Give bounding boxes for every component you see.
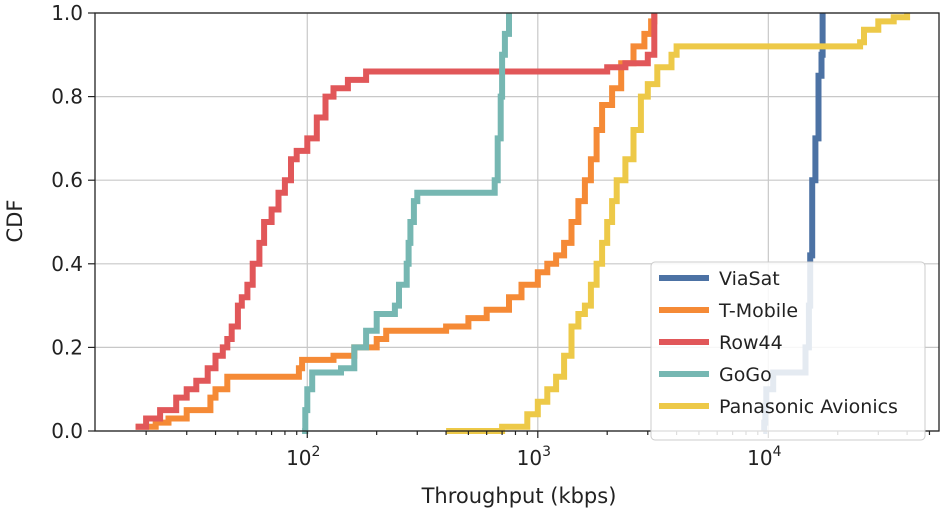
series-line-gogo — [302, 13, 512, 434]
y-tick-label: 1.0 — [51, 1, 83, 25]
legend-label: T-Mobile — [718, 300, 798, 322]
legend-label: GoGo — [719, 364, 772, 386]
x-axis-label: Throughput (kbps) — [421, 484, 617, 508]
y-tick-label: 0.6 — [51, 168, 83, 192]
tick-labels: 0.0 0.2 0.4 0.6 0.8 1.0 102 103 104 — [51, 1, 931, 470]
legend-box — [650, 261, 926, 441]
x-tick-label: 102 — [286, 444, 320, 470]
axes — [94, 12, 940, 432]
series-line-panasonic-avionics — [446, 13, 911, 434]
y-tick-label: 0.0 — [51, 419, 83, 443]
y-tick-label: 0.4 — [51, 252, 83, 276]
x-tick-label: 104 — [747, 444, 781, 470]
legend-label: Row44 — [719, 332, 783, 354]
series-line-row44 — [135, 13, 658, 430]
y-axis-label: CDF — [3, 200, 27, 243]
legend: ViaSat T-Mobile Row44 GoGo Panasonic Avionic… — [650, 261, 926, 441]
plot-frame — [94, 12, 940, 432]
x-tick-label: 103 — [517, 444, 551, 470]
legend-label: Panasonic Avionics — [719, 396, 898, 418]
y-tick-label: 0.8 — [51, 85, 83, 109]
y-tick-label: 0.2 — [51, 335, 83, 359]
series-lines — [135, 13, 911, 434]
legend-label: ViaSat — [719, 268, 780, 290]
series-line-t-mobile — [135, 13, 658, 430]
